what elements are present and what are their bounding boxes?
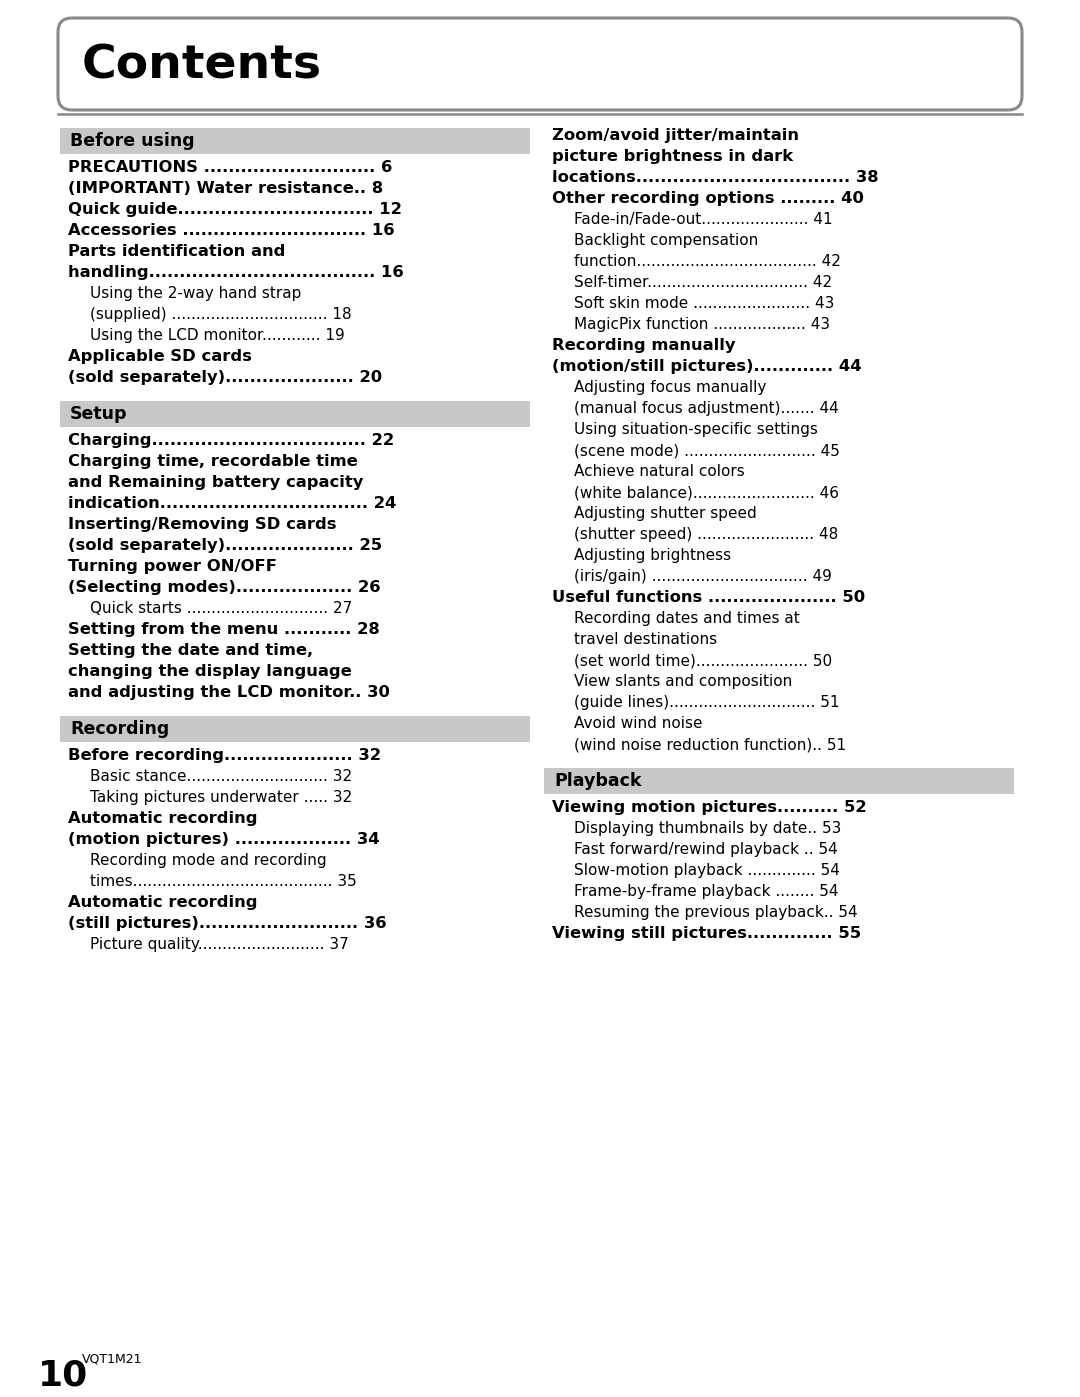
Text: and Remaining battery capacity: and Remaining battery capacity xyxy=(68,475,363,490)
Text: (shutter speed) ........................ 48: (shutter speed) ........................… xyxy=(573,527,838,542)
Text: Viewing motion pictures.......... 52: Viewing motion pictures.......... 52 xyxy=(552,800,866,814)
Text: (sold separately)..................... 25: (sold separately)..................... 2… xyxy=(68,538,382,553)
Text: (IMPORTANT) Water resistance.. 8: (IMPORTANT) Water resistance.. 8 xyxy=(68,182,383,196)
Text: (scene mode) ........................... 45: (scene mode) ...........................… xyxy=(573,443,840,458)
Text: Setup: Setup xyxy=(70,405,127,423)
Text: Taking pictures underwater ..... 32: Taking pictures underwater ..... 32 xyxy=(90,789,352,805)
Text: Setting from the menu ........... 28: Setting from the menu ........... 28 xyxy=(68,622,380,637)
Text: travel destinations: travel destinations xyxy=(573,631,717,647)
Text: Backlight compensation: Backlight compensation xyxy=(573,233,758,249)
Bar xyxy=(60,401,530,427)
Text: (iris/gain) ................................ 49: (iris/gain) ............................… xyxy=(573,569,832,584)
Bar xyxy=(60,129,530,154)
Text: Turning power ON/OFF: Turning power ON/OFF xyxy=(68,559,276,574)
Text: Achieve natural colors: Achieve natural colors xyxy=(573,464,745,479)
Text: Adjusting shutter speed: Adjusting shutter speed xyxy=(573,506,757,521)
Text: (Selecting modes)................... 26: (Selecting modes)................... 26 xyxy=(68,580,380,595)
Text: Displaying thumbnails by date.. 53: Displaying thumbnails by date.. 53 xyxy=(573,821,841,835)
Text: Zoom/avoid jitter/maintain: Zoom/avoid jitter/maintain xyxy=(552,129,799,142)
Text: Picture quality.......................... 37: Picture quality.........................… xyxy=(90,937,349,951)
Text: (supplied) ................................ 18: (supplied) .............................… xyxy=(90,307,352,321)
Text: Avoid wind noise: Avoid wind noise xyxy=(573,717,702,731)
Text: PRECAUTIONS ............................ 6: PRECAUTIONS ............................… xyxy=(68,161,392,175)
Text: Parts identification and: Parts identification and xyxy=(68,244,285,258)
Text: Adjusting brightness: Adjusting brightness xyxy=(573,548,731,563)
Text: (manual focus adjustment)....... 44: (manual focus adjustment)....... 44 xyxy=(573,401,839,416)
Text: Contents: Contents xyxy=(82,43,322,88)
Text: Adjusting focus manually: Adjusting focus manually xyxy=(573,380,767,395)
Text: Automatic recording: Automatic recording xyxy=(68,895,257,909)
Text: Other recording options ......... 40: Other recording options ......... 40 xyxy=(552,191,864,205)
Text: Slow-motion playback .............. 54: Slow-motion playback .............. 54 xyxy=(573,863,840,877)
FancyBboxPatch shape xyxy=(58,18,1022,110)
Text: Before using: Before using xyxy=(70,131,194,149)
Text: function..................................... 42: function................................… xyxy=(573,254,841,270)
Text: Frame-by-frame playback ........ 54: Frame-by-frame playback ........ 54 xyxy=(573,884,838,900)
Text: Useful functions ..................... 50: Useful functions ..................... 5… xyxy=(552,590,865,605)
Text: Recording: Recording xyxy=(70,719,170,738)
Text: Using the LCD monitor............ 19: Using the LCD monitor............ 19 xyxy=(90,328,345,344)
Text: picture brightness in dark: picture brightness in dark xyxy=(552,149,793,163)
Text: Inserting/Removing SD cards: Inserting/Removing SD cards xyxy=(68,517,337,532)
Text: Basic stance............................. 32: Basic stance............................… xyxy=(90,768,352,784)
Text: (sold separately)..................... 20: (sold separately)..................... 2… xyxy=(68,370,382,386)
Text: Charging................................... 22: Charging................................… xyxy=(68,433,394,448)
Text: Quick starts ............................. 27: Quick starts ...........................… xyxy=(90,601,352,616)
Text: Automatic recording: Automatic recording xyxy=(68,812,257,826)
Text: 10: 10 xyxy=(38,1358,89,1391)
Text: MagicPix function ................... 43: MagicPix function ................... 43 xyxy=(573,317,831,332)
Text: Playback: Playback xyxy=(554,773,642,789)
Text: handling..................................... 16: handling................................… xyxy=(68,265,404,279)
Text: and adjusting the LCD monitor.. 30: and adjusting the LCD monitor.. 30 xyxy=(68,685,390,700)
Text: indication.................................. 24: indication..............................… xyxy=(68,496,396,511)
Text: times......................................... 35: times...................................… xyxy=(90,875,356,888)
Bar xyxy=(544,768,1014,793)
Text: Charging time, recordable time: Charging time, recordable time xyxy=(68,454,357,469)
Text: Setting the date and time,: Setting the date and time, xyxy=(68,643,313,658)
Text: VQT1M21: VQT1M21 xyxy=(82,1354,143,1366)
Text: Resuming the previous playback.. 54: Resuming the previous playback.. 54 xyxy=(573,905,858,921)
Text: Recording manually: Recording manually xyxy=(552,338,735,353)
Text: Soft skin mode ........................ 43: Soft skin mode ........................ … xyxy=(573,296,835,312)
Text: Accessories .............................. 16: Accessories ............................… xyxy=(68,224,394,237)
Text: (set world time)....................... 50: (set world time)....................... … xyxy=(573,652,832,668)
Text: Using situation-specific settings: Using situation-specific settings xyxy=(573,422,818,437)
Text: Applicable SD cards: Applicable SD cards xyxy=(68,349,252,365)
Text: (still pictures).......................... 36: (still pictures)........................… xyxy=(68,916,387,930)
Bar xyxy=(60,717,530,742)
Text: Viewing still pictures.............. 55: Viewing still pictures.............. 55 xyxy=(552,926,861,942)
Text: changing the display language: changing the display language xyxy=(68,664,352,679)
Text: (white balance)......................... 46: (white balance).........................… xyxy=(573,485,839,500)
Text: (motion/still pictures)............. 44: (motion/still pictures)............. 44 xyxy=(552,359,862,374)
Text: Fast forward/rewind playback .. 54: Fast forward/rewind playback .. 54 xyxy=(573,842,838,856)
Text: Using the 2-way hand strap: Using the 2-way hand strap xyxy=(90,286,301,300)
Text: Before recording..................... 32: Before recording..................... 32 xyxy=(68,747,381,763)
Text: locations................................... 38: locations...............................… xyxy=(552,170,879,184)
Text: (wind noise reduction function).. 51: (wind noise reduction function).. 51 xyxy=(573,738,846,752)
Text: Recording mode and recording: Recording mode and recording xyxy=(90,854,326,868)
Text: Fade-in/Fade-out...................... 41: Fade-in/Fade-out...................... 4… xyxy=(573,212,833,226)
Text: (guide lines).............................. 51: (guide lines)...........................… xyxy=(573,694,839,710)
Text: Recording dates and times at: Recording dates and times at xyxy=(573,610,800,626)
Text: Self-timer................................. 42: Self-timer..............................… xyxy=(573,275,832,291)
Text: (motion pictures) ................... 34: (motion pictures) ................... 34 xyxy=(68,833,380,847)
Text: View slants and composition: View slants and composition xyxy=(573,673,793,689)
Text: Quick guide................................ 12: Quick guide.............................… xyxy=(68,203,402,217)
